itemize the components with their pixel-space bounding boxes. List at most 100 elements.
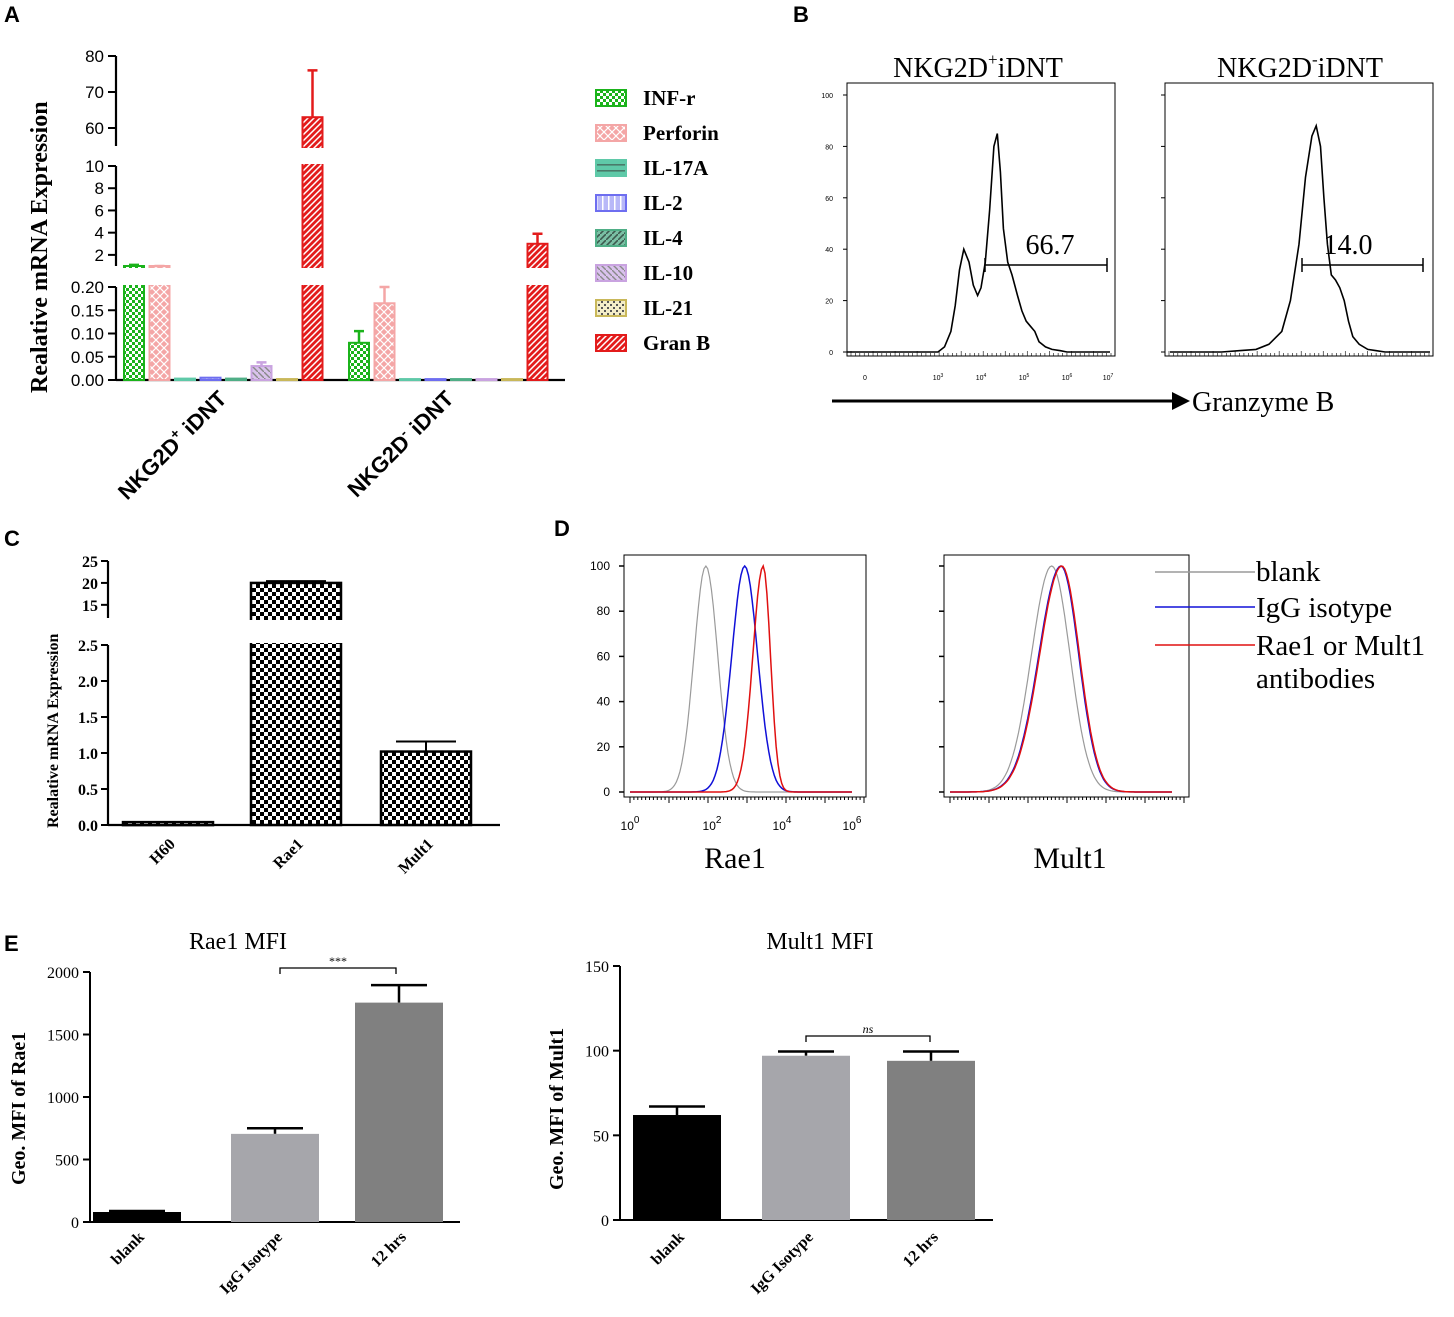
gate-bar [984,258,1108,272]
panel-c-category-label: Mult1 [395,836,437,878]
panel-e-bar [762,1055,850,1220]
panel-a-y-tick-label: 2 [95,246,104,265]
panel-a-categories: NKG2D+ iDNT NKG2D- iDNT [112,384,459,504]
panel-a-legend-swatch [595,89,627,107]
panel-a-error-bar [129,263,139,267]
panel-e-bar [633,1115,721,1220]
gate-bar [1301,258,1424,272]
panel-a-bar [199,376,222,381]
panel-d-x-tick-label: 104 [773,815,792,833]
panel-d-y-tick-label: 100 [590,559,610,573]
panel-a-category-label: NKG2D- iDNT [341,384,459,502]
legend-antibody-2: antibodies [1256,663,1375,695]
panel-c-y-tick-label: 15 [82,598,98,615]
panel-b-x-tick-label: 107 [1103,373,1114,382]
panel-a-error-bar [354,329,364,343]
panel-e-y-tick-label: 150 [585,959,609,976]
panel-a-y-tick-label: 4 [95,224,104,243]
panel-b-xlabel: Granzyme B [1192,387,1334,418]
panel-a-bar [526,242,549,381]
panel-label-b: B [793,2,809,27]
panel-e-y-tick-label: 0 [71,1215,79,1232]
panel-d-legend: blank IgG isotype Rae1 or Mult1 antibodi… [1155,556,1425,695]
panel-b-x-tick-label: 104 [976,373,987,382]
panel-c-y-tick-label: 2.5 [78,638,98,655]
legend-isotype: IgG isotype [1256,592,1392,624]
panel-e-y-tick-label: 2000 [47,965,79,982]
panel-c-error-bar [396,740,456,752]
panel-e-y-tick-label: 500 [55,1153,79,1170]
panel-e-bar [93,1212,181,1222]
panel-c-y-tick-label: 25 [82,554,98,571]
panel-label-e: E [4,931,19,956]
panel-e-category-label: IgG Isotype [748,1229,817,1298]
panel-b-histogram-curve-positive [847,133,1110,353]
panel-a-legend-label: IL-21 [643,296,693,320]
panel-b-y-tick-label: 100 [821,93,833,100]
panel-a-axis-break [118,268,578,285]
panel-a-y-tick-label: 0.00 [71,371,104,390]
panel-e-y-tick-label: 1500 [47,1028,79,1045]
panel-a-bar [348,341,370,381]
panel-c-y-tick-label: 2.0 [78,674,98,691]
panel-c-y-tick-label: 20 [82,576,98,593]
panel-a-y-tick-label: 0.20 [71,278,104,297]
panel-e-error-bar [247,1127,303,1134]
panel-b-y-tick-label: 80 [825,144,833,151]
panel-a-bar-chart: Realative mRNA Expression 0.000.050.100.… [27,47,719,504]
panel-e-bar [355,1002,443,1222]
panel-c-y-tick-label: 0.0 [78,818,98,835]
panel-a-y-ticks: 0.00 0.05 0.10 0.15 0.20 2 4 6 8 10 60 70 80 [71,47,565,390]
panel-a-legend-swatch [595,159,627,177]
panel-d-x-tick-label: 106 [843,815,862,833]
panel-e1-ylabel: Geo. MFI of Rae1 [8,1032,30,1185]
panel-b-x-tick-label: 0 [863,375,867,382]
panel-a-legend-label: Perforin [643,121,719,145]
panel-e-category-label: blank [108,1229,148,1269]
panel-e-bar [231,1133,319,1222]
panel-d-y-tick-label: 20 [597,740,611,754]
panel-a-legend-swatch [595,264,627,282]
panel-e-bar [887,1060,975,1220]
panel-a-y-tick-label: 0.15 [71,301,104,320]
panel-a-y-tick-label: 70 [85,83,104,102]
panel-b-frame-2 [1164,82,1434,357]
panel-a-bar [250,365,273,381]
panel-c-categories: H60 Rae1 Mult1 [147,836,437,878]
panel-c-ylabel: Realative mRNA Expression [45,634,62,828]
panel-a-bar [174,377,196,382]
panel-a-legend-swatch [595,299,627,317]
panel-a-legend-swatch [595,229,627,247]
panel-label-a: A [4,2,20,27]
panel-d-xlabel-rae1: Rae1 [704,842,766,875]
panel-e-error-bar [371,983,427,1003]
panel-a-y-tick-label: 80 [85,47,104,66]
panel-a-legend-swatch [595,194,627,212]
panel-a-legend-label: Gran B [643,331,710,355]
panel-a-bar [475,378,498,382]
panel-a-legend-swatch [595,334,627,352]
panel-a-error-bar [307,69,318,118]
panel-e-category-label: IgG Isotype [217,1229,286,1298]
panel-d-histograms: 0 20 40 60 80 100 100 102 104 106 Rae1 Mult1 blan… [590,554,1425,875]
panel-label-d: D [554,516,570,541]
panel-b-title-positive: NKG2D+iDNT [893,50,1063,84]
panel-e-error-bar [778,1050,834,1056]
panel-a-bar [501,378,523,382]
panel-a-ylabel: Realative mRNA Expression [27,101,53,393]
panel-b-gate-negative: 14.0 [1301,230,1424,272]
panel-a-bar [424,378,447,382]
panel-d-curve-isotype [950,565,1172,793]
panel-d-frame-2 [943,554,1190,798]
panel-a-bar [225,377,247,382]
panel-a-y-tick-label: 6 [95,201,104,220]
panel-d-curve-blank [630,564,852,793]
panel-e-error-bar [109,1209,165,1213]
panel-a-bar [399,378,421,382]
panel-a-category-label: NKG2D+ iDNT [112,384,232,504]
panel-a-legend: INF-r Perforin IL-17A IL-2 IL-4 IL-10 IL-21 Gra… [595,86,719,355]
panel-b-axes: 0 20 40 60 80 100 0 103 104 105 106 107 [821,93,1430,382]
panel-b-y-tick-label: 40 [825,247,833,254]
panel-a-legend-label: INF-r [643,86,695,110]
